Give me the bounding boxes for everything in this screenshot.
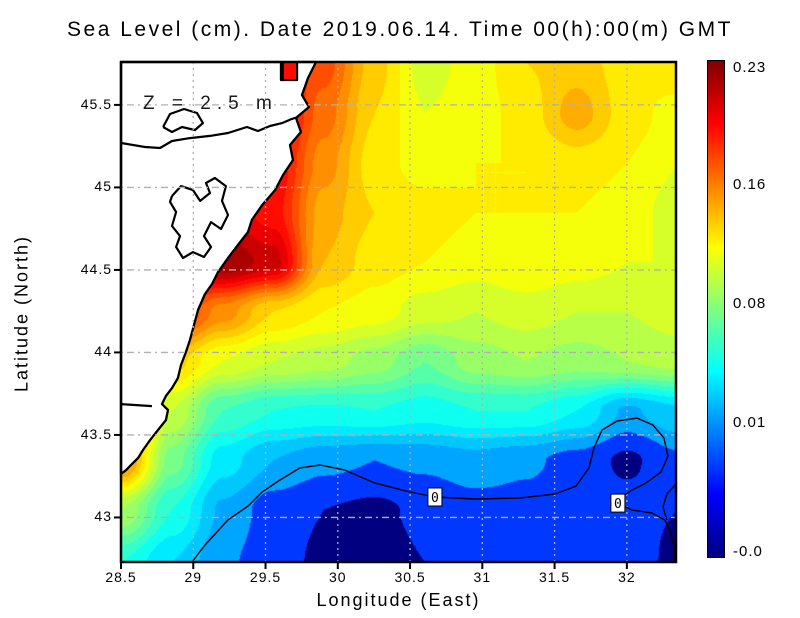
colorbar-tick-label: 0.01 (733, 414, 767, 432)
colorbar-tick-label: 0.23 (733, 59, 767, 77)
x-tick-label: 28.5 (105, 569, 137, 585)
y-tick-label: 44 (94, 343, 112, 360)
depth-annotation: Z = 2.5 m (143, 93, 278, 114)
sea-level-heatmap (121, 62, 676, 562)
x-tick-label: 29 (184, 569, 203, 585)
y-tick-label: 45.5 (80, 95, 112, 112)
colorbar-tick-label: -0.0 (733, 543, 763, 561)
colorbar (707, 60, 725, 558)
y-axis-title: Latitude (North) (11, 234, 32, 393)
y-tick-label: 43 (94, 508, 112, 525)
y-tick-label: 45 (94, 178, 112, 195)
x-tick-label: 30.5 (394, 569, 426, 585)
x-tick-label: 31 (473, 569, 492, 585)
y-tick-label: 44.5 (80, 260, 112, 277)
x-tick-label: 31.5 (538, 569, 571, 585)
x-tick-label: 29.5 (249, 569, 282, 585)
colorbar-gradient (708, 61, 724, 557)
x-tick-label: 30 (329, 569, 347, 585)
page-title: Sea Level (cm). Date 2019.06.14. Time 00… (67, 18, 733, 41)
y-tick-label: 43.5 (80, 425, 112, 442)
x-tick-label: 32 (618, 569, 636, 585)
x-axis-title: Longitude (East) (316, 590, 481, 610)
colorbar-tick-label: 0.08 (733, 295, 767, 313)
colorbar-tick-label: 0.16 (733, 176, 767, 193)
